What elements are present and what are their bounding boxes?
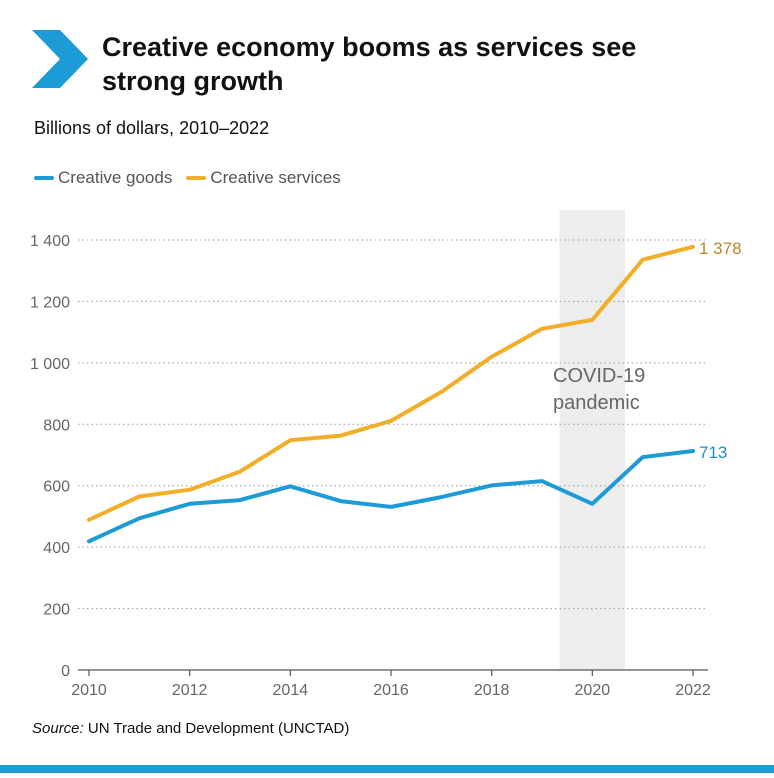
legend-label-services: Creative services xyxy=(210,168,341,187)
chart-title: Creative economy booms as services see s… xyxy=(102,32,637,96)
y-tick-label: 1 400 xyxy=(30,233,70,250)
end-label-creative-goods: 713 xyxy=(699,443,727,462)
source-text: UN Trade and Development (UNCTAD) xyxy=(87,720,350,737)
y-tick-label: 600 xyxy=(43,479,70,496)
legend-label-goods: Creative goods xyxy=(58,168,173,187)
bottom-rule xyxy=(0,765,774,773)
x-tick-label: 2018 xyxy=(474,682,510,699)
series-line-creative-services xyxy=(87,244,695,522)
chart-subtitle: Billions of dollars, 2010–2022 xyxy=(34,118,270,138)
series-line-creative-goods xyxy=(87,449,695,544)
x-tick-label: 2016 xyxy=(373,682,409,699)
legend: Creative goods Creative services xyxy=(34,168,355,188)
x-tick-label: 2020 xyxy=(575,682,611,699)
x-tick-label: 2014 xyxy=(273,682,309,699)
covid-band xyxy=(559,210,626,670)
y-tick-label: 1 000 xyxy=(30,356,70,373)
source-note: Source: UN Trade and Development (UNCTAD… xyxy=(32,720,349,737)
y-tick-label: 1 200 xyxy=(30,294,70,311)
legend-item-creative-goods: Creative goods xyxy=(34,168,172,188)
covid-annotation-text: pandemic xyxy=(553,392,640,414)
y-tick-label: 800 xyxy=(43,417,70,434)
y-tick-label: 0 xyxy=(61,663,70,680)
end-label-creative-services: 1 378 xyxy=(699,239,742,258)
source-label: Source: xyxy=(32,720,84,737)
legend-swatch-goods xyxy=(34,176,54,180)
chevron-icon xyxy=(32,30,88,88)
x-tick-label: 2012 xyxy=(172,682,208,699)
legend-swatch-services xyxy=(186,176,207,180)
x-tick-label: 2022 xyxy=(675,682,711,699)
legend-item-creative-services: Creative services xyxy=(186,168,341,188)
covid-annotation-text: COVID-19 xyxy=(553,365,645,387)
y-tick-label: 200 xyxy=(43,602,70,619)
y-tick-label: 400 xyxy=(43,540,70,557)
x-tick-label: 2010 xyxy=(71,682,107,699)
